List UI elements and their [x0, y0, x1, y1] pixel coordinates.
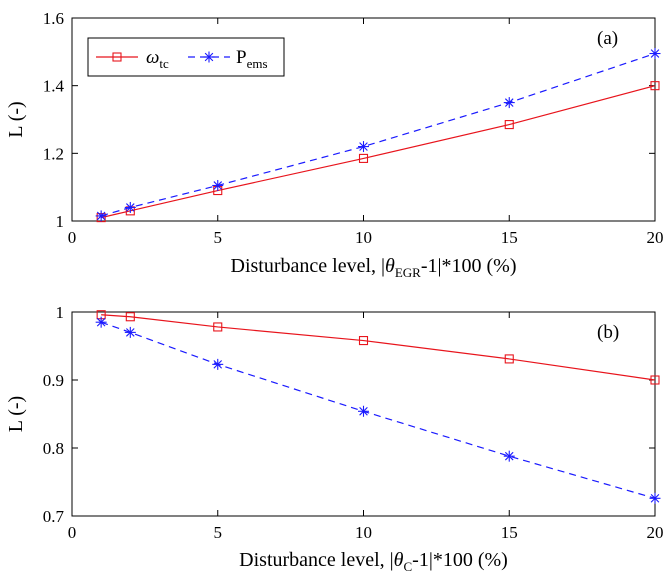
data-point — [358, 141, 369, 153]
data-point — [124, 326, 136, 338]
x-tick-label: 5 — [214, 228, 223, 247]
series-omega-tc — [96, 310, 660, 385]
x-tick-label: 10 — [355, 523, 372, 542]
marker-stroke — [359, 142, 368, 151]
series-line — [100, 321, 656, 499]
data-point — [212, 179, 224, 191]
marker-stroke — [504, 451, 514, 461]
x-axis-label: Disturbance level, |θC-1|*100 (%) — [239, 549, 508, 574]
x-axis-label-suffix: -1|*100 (%) — [412, 549, 508, 571]
x-axis-label-prefix: Disturbance level, | — [239, 549, 394, 571]
legend-label-p: Pems — [236, 47, 268, 71]
panel-a: 0 5 10 15 20 1 1.2 1.4 1.6 L (-) Disturbance level… — [5, 9, 664, 280]
series-line — [101, 85, 656, 219]
panel-tag: (a) — [597, 28, 618, 49]
series-p-ems — [95, 316, 661, 504]
x-tick-label: 15 — [501, 523, 518, 542]
x-axis-label-suffix: -1|*100 (%) — [421, 255, 517, 277]
x-tick-label: 10 — [355, 228, 372, 247]
marker-stroke — [650, 49, 660, 58]
series-line — [101, 314, 656, 381]
y-tick-label: 1 — [56, 303, 65, 322]
y-tick-label: 1 — [56, 212, 65, 231]
series-omega-tc — [96, 81, 660, 223]
legend-p-symbol: P — [236, 47, 247, 68]
data-point — [95, 210, 107, 222]
y-tick-label: 0.7 — [43, 507, 65, 526]
y-tick-label: 1.4 — [43, 77, 65, 96]
legend-p-subscript: ems — [247, 56, 268, 71]
x-axis-label-prefix: Disturbance level, | — [231, 255, 386, 277]
legend-label-omega: ωtc — [146, 47, 169, 71]
series-p-ems — [95, 48, 661, 222]
x-tick-label: 15 — [501, 228, 518, 247]
marker-stroke — [504, 98, 514, 107]
x-axis-label-subscript: EGR — [395, 265, 421, 280]
legend-marker-omega — [112, 52, 122, 62]
marker-stroke — [126, 328, 135, 337]
x-tick-label: 0 — [68, 523, 77, 542]
y-axis-label: L (-) — [5, 396, 27, 432]
x-tick-label: 5 — [214, 523, 223, 542]
data-point — [124, 201, 136, 213]
legend-marker-p — [203, 51, 215, 63]
series-line — [100, 52, 656, 217]
data-point — [503, 97, 515, 109]
data-point — [358, 336, 369, 346]
marker-stroke — [126, 203, 135, 212]
marker-stroke — [213, 181, 223, 190]
data-point — [503, 450, 515, 462]
data-point — [504, 120, 514, 130]
data-point — [504, 354, 514, 364]
marker-stroke — [204, 52, 214, 62]
y-tick-label: 1.6 — [43, 9, 64, 28]
legend: ωtc Pems — [87, 37, 285, 77]
x-axis-label-theta: θ — [394, 549, 404, 571]
marker-stroke — [96, 317, 106, 327]
data-point — [649, 48, 661, 60]
data-point — [212, 358, 224, 370]
legend-omega-subscript: tc — [159, 56, 169, 71]
marker-stroke — [96, 211, 106, 221]
y-tick-label: 0.8 — [43, 439, 64, 458]
marker-stroke — [359, 406, 368, 416]
data-point — [358, 405, 369, 417]
data-point — [95, 316, 107, 328]
y-tick-label: 1.2 — [43, 144, 64, 163]
x-tick-label: 0 — [68, 228, 77, 247]
panel-tag: (b) — [597, 322, 619, 343]
data-point — [358, 153, 369, 163]
y-axis-label: L (-) — [5, 101, 27, 137]
marker-stroke — [650, 494, 660, 503]
x-tick-label: 20 — [647, 523, 664, 542]
data-point — [213, 322, 223, 332]
data-point — [125, 312, 135, 322]
data-point — [649, 492, 661, 504]
x-axis-label: Disturbance level, |θEGR-1|*100 (%) — [231, 255, 517, 280]
data-point — [650, 81, 660, 91]
marker-stroke — [213, 360, 223, 369]
legend-omega-symbol: ω — [146, 47, 159, 68]
y-tick-label: 0.9 — [43, 371, 64, 390]
data-point — [650, 375, 660, 385]
x-axis-label-theta: θ — [385, 255, 395, 277]
x-axis-label-subscript: C — [404, 559, 413, 574]
panel-b: 0 5 10 15 20 0.7 0.8 0.9 1 L (-) Disturbance level… — [5, 303, 664, 574]
x-tick-label: 20 — [647, 228, 664, 247]
